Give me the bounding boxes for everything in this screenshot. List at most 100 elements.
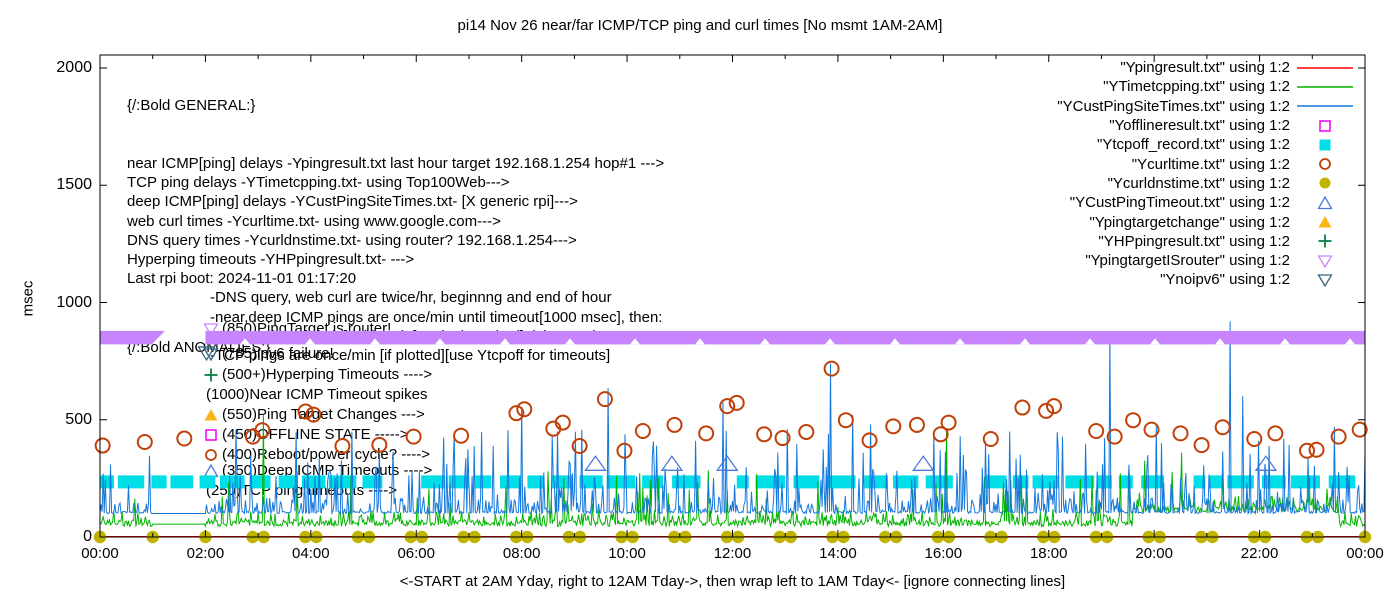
triangle-down-open-icon bbox=[203, 348, 219, 361]
anomaly-label: (785)ipv6 failure! bbox=[222, 345, 334, 363]
triangle-down-open-icon bbox=[1317, 274, 1333, 287]
general-line: Hyperping timeouts -YHPpingresult.txt- -… bbox=[127, 251, 415, 269]
anomaly-label: (350)Deep ICMP Timeouts ----> bbox=[222, 462, 433, 480]
legend-swatch bbox=[1290, 138, 1360, 152]
general-line: deep ICMP[ping] delays -YCustPingSiteTim… bbox=[127, 193, 578, 211]
triangle-up-open-icon bbox=[203, 464, 219, 478]
x-tick-label: 20:00 bbox=[1135, 545, 1173, 562]
legend-entry: "Ypingresult.txt" using 1:2 bbox=[1057, 58, 1360, 77]
legend-label: "Ycurltime.txt" using 1:2 bbox=[1131, 155, 1290, 173]
legend-swatch bbox=[1290, 195, 1360, 210]
legend-label: "Ypingtargetchange" using 1:2 bbox=[1089, 213, 1290, 231]
anomaly-item: (450)OFFLINE STATE -----> bbox=[203, 426, 409, 444]
anomaly-label: (850)PingTarget is router! bbox=[222, 320, 392, 338]
triangle-up-open-icon bbox=[1317, 195, 1333, 209]
anomalies-annotation-block: {/:Bold ANOMALIES:} (850)PingTarget is r… bbox=[127, 300, 432, 499]
legend-entry: "YCustPingTimeout.txt" using 1:2 bbox=[1057, 193, 1360, 212]
legend-entry: "YTimetcpping.txt" using 1:2 bbox=[1057, 77, 1360, 96]
square-open-icon bbox=[205, 429, 217, 441]
x-tick-label: 10:00 bbox=[608, 545, 646, 562]
square-open-icon bbox=[1319, 119, 1331, 132]
legend-entry: "YpingtargetISrouter" using 1:2 bbox=[1057, 251, 1360, 270]
markers-custpingtimeout-triangles bbox=[584, 455, 1278, 471]
legend: "Ypingresult.txt" using 1:2 "YTimetcpping… bbox=[1057, 58, 1360, 290]
legend-label: "YCustPingSiteTimes.txt" using 1:2 bbox=[1057, 97, 1290, 115]
legend-entry: "YCustPingSiteTimes.txt" using 1:2 bbox=[1057, 97, 1360, 116]
triangle-up-filled-icon bbox=[204, 409, 218, 421]
legend-swatch bbox=[1290, 99, 1360, 113]
x-tick-label: 04:00 bbox=[292, 545, 330, 562]
general-line: DNS query times -Ycurldnstime.txt- using… bbox=[127, 231, 577, 249]
circle-filled-icon bbox=[1319, 177, 1331, 189]
legend-entry: "Yofflineresult.txt" using 1:2 bbox=[1057, 116, 1360, 135]
legend-label: "Ypingresult.txt" using 1:2 bbox=[1120, 59, 1290, 77]
legend-swatch bbox=[1290, 176, 1360, 190]
anomaly-item: (250)TCP ping timeouts ----> bbox=[203, 482, 397, 500]
x-tick-label: 18:00 bbox=[1029, 545, 1068, 562]
y-tick-label: 2000 bbox=[56, 59, 92, 76]
anomaly-label: (1000)Near ICMP Timeout spikes bbox=[206, 386, 428, 404]
x-tick-label: 12:00 bbox=[713, 545, 752, 562]
anomaly-item: (500+)Hyperping Timeouts ----> bbox=[203, 366, 432, 384]
markers-curldnstime-dots bbox=[93, 530, 1372, 544]
legend-entry: "Ypingtargetchange" using 1:2 bbox=[1057, 212, 1360, 231]
plus-icon bbox=[1318, 234, 1332, 248]
general-line: TCP ping delays -YTimetcpping.txt- using… bbox=[127, 174, 510, 192]
legend-label: "Ytcpoff_record.txt" using 1:2 bbox=[1097, 136, 1290, 154]
square-filled-icon bbox=[1319, 139, 1331, 151]
x-tick-label: 14:00 bbox=[819, 545, 857, 562]
anomaly-item: (550)Ping Target Changes ---> bbox=[203, 406, 425, 424]
legend-swatch bbox=[1290, 80, 1360, 94]
circle-open-icon bbox=[1319, 158, 1331, 171]
line-icon bbox=[1297, 66, 1353, 69]
legend-label: "Ynoipv6" using 1:2 bbox=[1160, 271, 1290, 289]
y-tick-label: 1000 bbox=[56, 293, 92, 311]
legend-label: "Ycurldnstime.txt" using 1:2 bbox=[1107, 174, 1290, 192]
anomaly-item: (1000)Near ICMP Timeout spikes bbox=[203, 386, 427, 404]
x-tick-label: 16:00 bbox=[924, 545, 963, 562]
legend-entry: "Ynoipv6" using 1:2 bbox=[1057, 270, 1360, 289]
x-axis-label: <-START at 2AM Yday, right to 12AM Tday-… bbox=[399, 573, 1066, 590]
triangle-up-filled-icon bbox=[1318, 216, 1332, 228]
x-tick-label: 00:00 bbox=[81, 545, 119, 562]
legend-swatch bbox=[1290, 234, 1360, 248]
y-tick-label: 1500 bbox=[56, 176, 92, 194]
legend-entry: "Ycurldnstime.txt" using 1:2 bbox=[1057, 174, 1360, 193]
anomaly-item: (785)ipv6 failure! bbox=[203, 345, 334, 363]
y-tick-label: 0 bbox=[83, 528, 92, 545]
x-tick-label: 22:00 bbox=[1240, 545, 1279, 562]
x-tick-label: 02:00 bbox=[186, 545, 225, 562]
x-tick-label: 08:00 bbox=[502, 545, 541, 562]
legend-swatch bbox=[1290, 254, 1360, 268]
y-tick-label: 500 bbox=[65, 410, 92, 428]
line-icon bbox=[1297, 86, 1353, 88]
legend-swatch bbox=[1290, 215, 1360, 229]
legend-swatch bbox=[1290, 157, 1360, 171]
legend-entry: "YHPpingresult.txt" using 1:2 bbox=[1057, 232, 1360, 251]
plus-icon bbox=[204, 368, 218, 382]
general-line: Last rpi boot: 2024-11-01 01:17:20 bbox=[127, 270, 357, 288]
general-header: {/:Bold GENERAL:} bbox=[127, 97, 256, 115]
triangle-down-open-icon bbox=[203, 323, 219, 336]
general-line: web curl times -Ycurltime.txt- using www… bbox=[127, 212, 501, 230]
x-tick-label: 06:00 bbox=[397, 545, 435, 562]
chart-title: pi14 Nov 26 near/far ICMP/TCP ping and c… bbox=[457, 17, 943, 34]
anomaly-label: (500+)Hyperping Timeouts ----> bbox=[222, 366, 433, 384]
general-line: near ICMP[ping] delays -Ypingresult.txt … bbox=[127, 155, 665, 173]
legend-label: "YTimetcpping.txt" using 1:2 bbox=[1103, 78, 1290, 96]
legend-entry: "Ycurltime.txt" using 1:2 bbox=[1057, 154, 1360, 173]
legend-label: "YHPpingresult.txt" using 1:2 bbox=[1098, 232, 1290, 250]
anomaly-label: (550)Ping Target Changes ---> bbox=[222, 406, 425, 424]
anomaly-label: (450)OFFLINE STATE -----> bbox=[222, 426, 409, 444]
legend-label: "YCustPingTimeout.txt" using 1:2 bbox=[1069, 194, 1290, 212]
legend-swatch bbox=[1290, 273, 1360, 287]
circle-open-icon bbox=[205, 449, 217, 461]
anomaly-item: (350)Deep ICMP Timeouts ----> bbox=[203, 462, 432, 480]
legend-swatch bbox=[1290, 61, 1360, 75]
x-tick-label: 00:00 bbox=[1346, 545, 1384, 562]
legend-label: "YpingtargetISrouter" using 1:2 bbox=[1085, 252, 1290, 270]
anomaly-item: (850)PingTarget is router! bbox=[203, 320, 391, 338]
legend-label: "Yofflineresult.txt" using 1:2 bbox=[1109, 117, 1290, 135]
line-icon bbox=[1297, 105, 1353, 108]
